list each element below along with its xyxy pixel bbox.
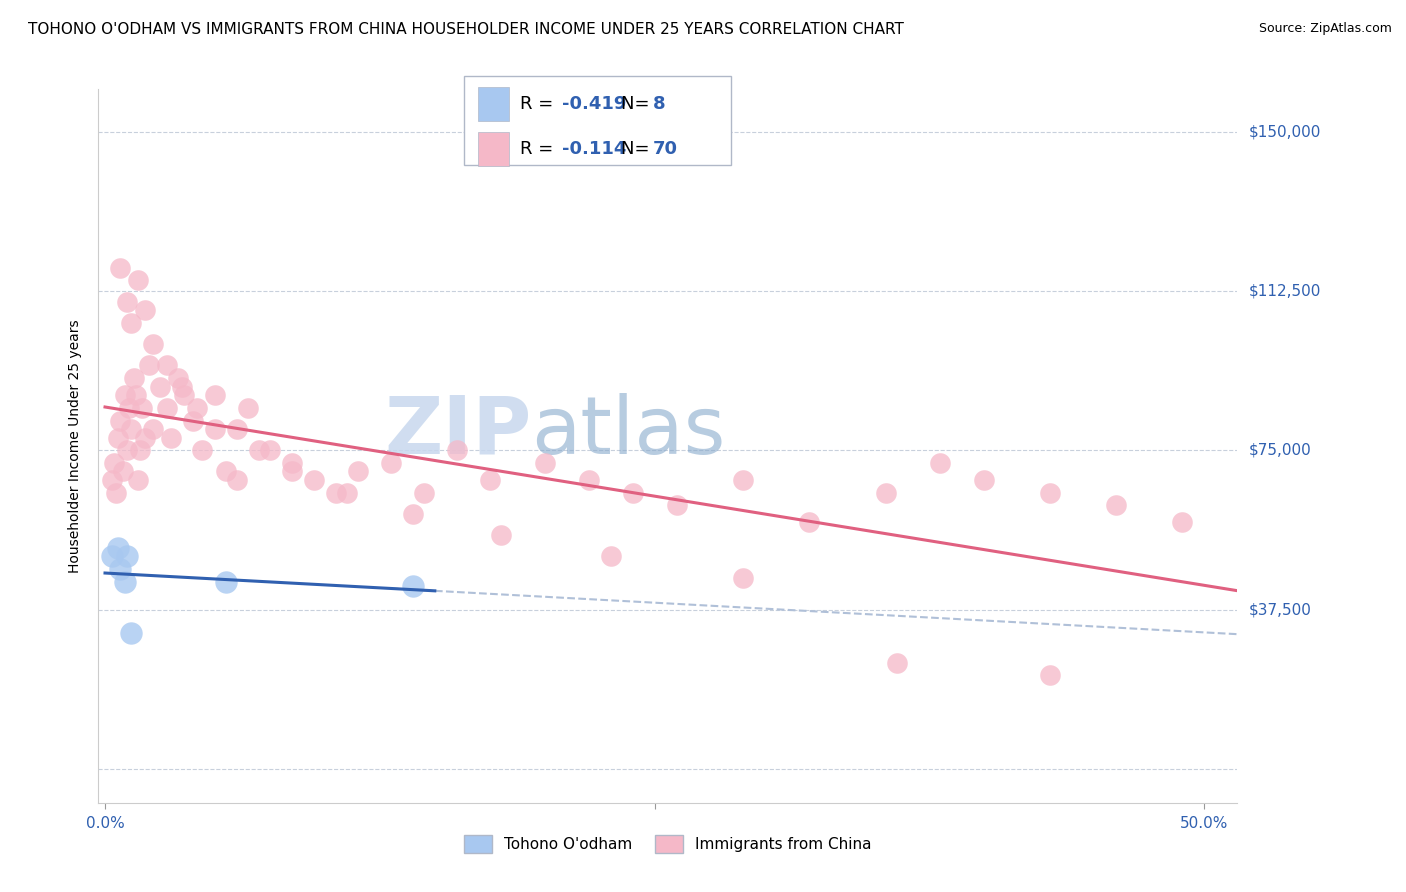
Point <box>402 579 425 593</box>
Point <box>155 401 177 415</box>
Point <box>127 273 149 287</box>
Text: ZIP: ZIP <box>384 392 531 471</box>
Point <box>215 465 238 479</box>
Point <box>489 528 512 542</box>
Point <box>125 388 148 402</box>
Text: N=: N= <box>621 140 655 158</box>
Point <box>1105 499 1128 513</box>
Point <box>380 456 402 470</box>
Point <box>731 473 754 487</box>
Point <box>115 443 138 458</box>
Point <box>111 465 134 479</box>
Point <box>446 443 468 458</box>
Point <box>118 401 141 415</box>
Point <box>875 485 897 500</box>
Point <box>110 413 132 427</box>
Point <box>347 465 370 479</box>
Point <box>259 443 281 458</box>
Point <box>1171 516 1194 530</box>
Point <box>103 456 125 470</box>
Point <box>929 456 952 470</box>
Point <box>578 473 600 487</box>
Point <box>114 574 136 589</box>
Point <box>110 562 132 576</box>
Point <box>247 443 270 458</box>
Point <box>412 485 434 500</box>
Text: 70: 70 <box>652 140 678 158</box>
Point <box>215 574 238 589</box>
Point <box>731 571 754 585</box>
Point <box>1039 485 1062 500</box>
Point <box>131 401 153 415</box>
Point <box>170 379 193 393</box>
Point <box>114 388 136 402</box>
Point <box>142 422 165 436</box>
Point <box>281 456 304 470</box>
Point <box>226 422 249 436</box>
Point <box>302 473 325 487</box>
Point <box>186 401 208 415</box>
Point <box>599 549 621 564</box>
Point <box>149 379 172 393</box>
Text: N=: N= <box>621 95 655 113</box>
Point <box>204 422 226 436</box>
Point <box>533 456 555 470</box>
Point <box>127 473 149 487</box>
Point <box>181 413 204 427</box>
Point <box>134 430 156 444</box>
Point <box>160 430 183 444</box>
Point <box>120 626 142 640</box>
Point <box>204 388 226 402</box>
Point <box>166 371 188 385</box>
Point <box>120 316 142 330</box>
Point <box>190 443 212 458</box>
Point <box>226 473 249 487</box>
Text: 50.0%: 50.0% <box>1180 815 1229 830</box>
Point <box>110 260 132 275</box>
Point <box>173 388 195 402</box>
Point <box>100 473 122 487</box>
Legend: Tohono O'odham, Immigrants from China: Tohono O'odham, Immigrants from China <box>458 829 877 859</box>
Point <box>129 443 152 458</box>
Point <box>886 656 908 670</box>
Text: $112,500: $112,500 <box>1249 284 1320 299</box>
Point <box>236 401 259 415</box>
Text: atlas: atlas <box>531 392 725 471</box>
Point <box>107 541 129 555</box>
Text: $75,000: $75,000 <box>1249 442 1312 458</box>
Text: Source: ZipAtlas.com: Source: ZipAtlas.com <box>1258 22 1392 36</box>
Y-axis label: Householder Income Under 25 years: Householder Income Under 25 years <box>69 319 83 573</box>
Text: $37,500: $37,500 <box>1249 602 1312 617</box>
Point <box>973 473 995 487</box>
Point <box>281 465 304 479</box>
Text: TOHONO O'ODHAM VS IMMIGRANTS FROM CHINA HOUSEHOLDER INCOME UNDER 25 YEARS CORREL: TOHONO O'ODHAM VS IMMIGRANTS FROM CHINA … <box>28 22 904 37</box>
Text: -0.419: -0.419 <box>562 95 627 113</box>
Point <box>665 499 688 513</box>
Point <box>115 549 138 564</box>
Point <box>478 473 501 487</box>
Point <box>325 485 347 500</box>
Text: 8: 8 <box>652 95 665 113</box>
Point <box>120 422 142 436</box>
Point <box>115 294 138 309</box>
Point <box>797 516 820 530</box>
Text: R =: R = <box>520 95 560 113</box>
Text: 0.0%: 0.0% <box>86 815 124 830</box>
Point <box>105 485 128 500</box>
Point <box>336 485 359 500</box>
Point <box>155 359 177 373</box>
Point <box>402 507 425 521</box>
Point <box>107 430 129 444</box>
Point <box>621 485 644 500</box>
Text: $150,000: $150,000 <box>1249 124 1320 139</box>
Point <box>100 549 122 564</box>
Point <box>1039 668 1062 682</box>
Text: R =: R = <box>520 140 560 158</box>
Point <box>134 303 156 318</box>
Point <box>142 337 165 351</box>
Text: -0.114: -0.114 <box>562 140 627 158</box>
Point <box>122 371 145 385</box>
Point <box>138 359 160 373</box>
